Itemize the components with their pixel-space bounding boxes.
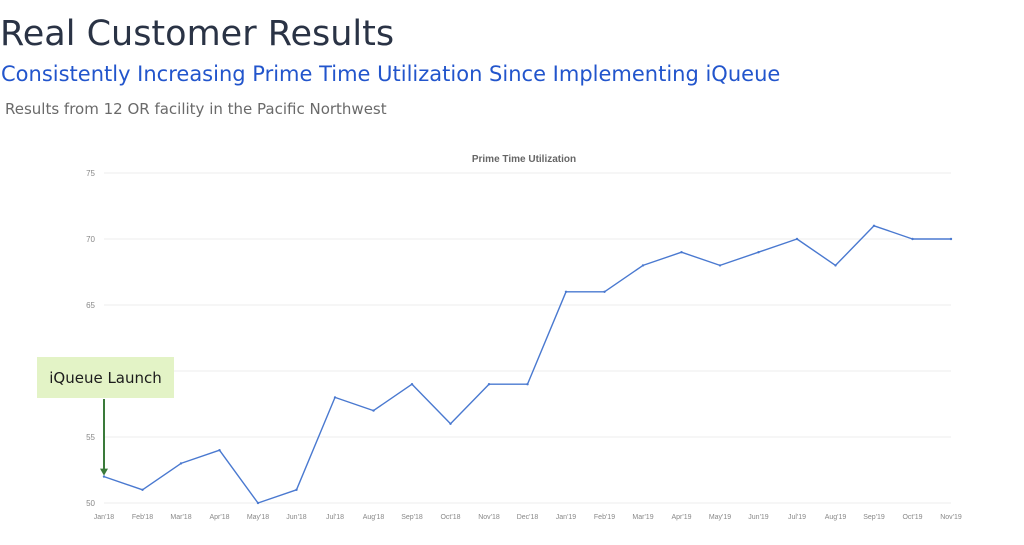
data-point — [911, 238, 913, 240]
data-point — [719, 264, 721, 266]
data-point — [642, 264, 644, 266]
x-tick-label: Jun'18 — [286, 514, 307, 521]
data-point — [103, 475, 105, 477]
data-point — [488, 383, 490, 385]
x-tick-label: Jun'19 — [748, 514, 769, 521]
y-tick-label: 70 — [86, 235, 95, 244]
data-point — [334, 396, 336, 398]
x-tick-label: Oct'18 — [440, 514, 460, 521]
x-tick-label: Aug'18 — [363, 514, 385, 521]
x-tick-label: Apr'19 — [671, 514, 691, 521]
grid-lines — [104, 173, 951, 503]
y-tick-label: 50 — [86, 499, 95, 508]
data-point — [526, 383, 528, 385]
x-tick-label: Sep'19 — [863, 514, 885, 521]
data-point — [257, 502, 259, 504]
data-point — [603, 291, 605, 293]
y-tick-label: 65 — [86, 301, 95, 310]
x-tick-label: Oct'19 — [902, 514, 922, 521]
data-point — [218, 449, 220, 451]
data-point — [295, 489, 297, 491]
data-point — [372, 409, 374, 411]
x-tick-label: Nov'19 — [940, 514, 962, 521]
data-point — [757, 251, 759, 253]
data-point — [449, 423, 451, 425]
launch-arrow-head — [100, 469, 108, 476]
data-point — [950, 238, 952, 240]
x-tick-label: Mar'19 — [632, 514, 653, 521]
x-tick-label: May'18 — [247, 514, 269, 521]
x-tick-label: Dec'18 — [517, 514, 539, 521]
x-tick-label: Jan'19 — [556, 514, 577, 521]
chart-title: Prime Time Utilization — [472, 154, 576, 165]
x-tick-label: Nov'18 — [478, 514, 500, 521]
data-point — [873, 225, 875, 227]
data-point — [680, 251, 682, 253]
x-tick-label: Apr'18 — [209, 514, 229, 521]
y-axis-ticks: 50 55 65 70 75 — [86, 169, 95, 508]
data-point — [411, 383, 413, 385]
x-tick-label: Feb'19 — [594, 514, 615, 521]
series-group — [103, 225, 952, 505]
x-tick-label: May'19 — [709, 514, 731, 521]
x-axis-ticks: Jan'18 Feb'18 Mar'18 Apr'18 May'18 Jun'18 Jul'… — [94, 514, 962, 521]
x-tick-label: Feb'18 — [132, 514, 153, 521]
data-point — [565, 291, 567, 293]
x-tick-label: Mar'18 — [170, 514, 191, 521]
x-tick-label: Jul'18 — [326, 514, 344, 521]
y-tick-label: 55 — [86, 433, 95, 442]
data-point — [180, 462, 182, 464]
series-line — [104, 226, 951, 503]
iqueue-launch-callout: iQueue Launch — [37, 357, 174, 398]
data-point — [141, 489, 143, 491]
x-tick-label: Aug'19 — [825, 514, 847, 521]
y-tick-label: 75 — [86, 169, 95, 178]
data-point — [834, 264, 836, 266]
x-tick-label: Jul'19 — [788, 514, 806, 521]
x-tick-label: Jan'18 — [94, 514, 115, 521]
data-point — [796, 238, 798, 240]
x-tick-label: Sep'18 — [401, 514, 423, 521]
